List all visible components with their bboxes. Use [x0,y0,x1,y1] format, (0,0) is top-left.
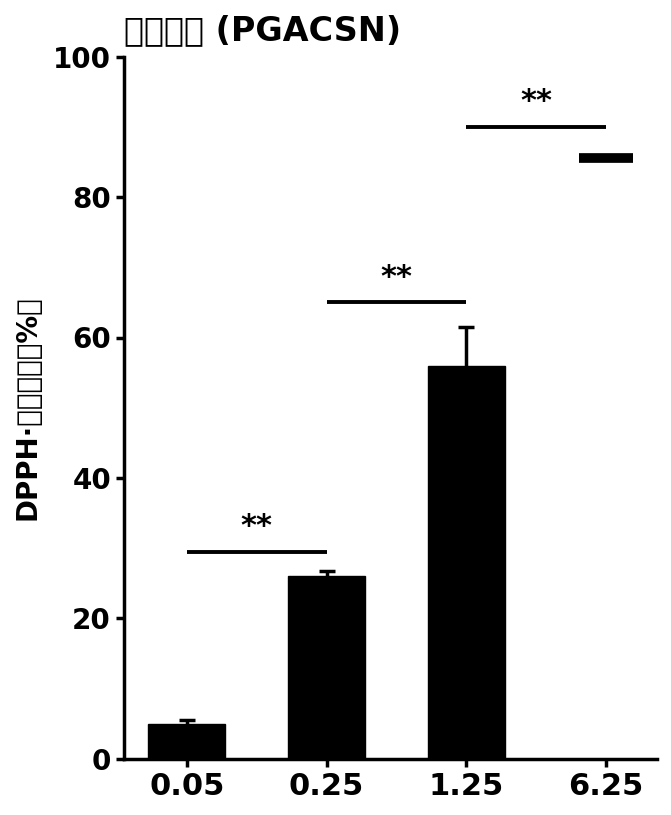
Text: 合成多肽 (PGACSN): 合成多肽 (PGACSN) [124,14,401,47]
Bar [288,576,365,759]
Y-axis label: DPPH·清除活性（%）: DPPH·清除活性（%） [14,295,42,520]
Text: **: ** [520,87,552,117]
Text: **: ** [241,512,272,541]
Bar [148,724,225,759]
Bar [428,366,505,759]
Text: **: ** [380,263,413,292]
